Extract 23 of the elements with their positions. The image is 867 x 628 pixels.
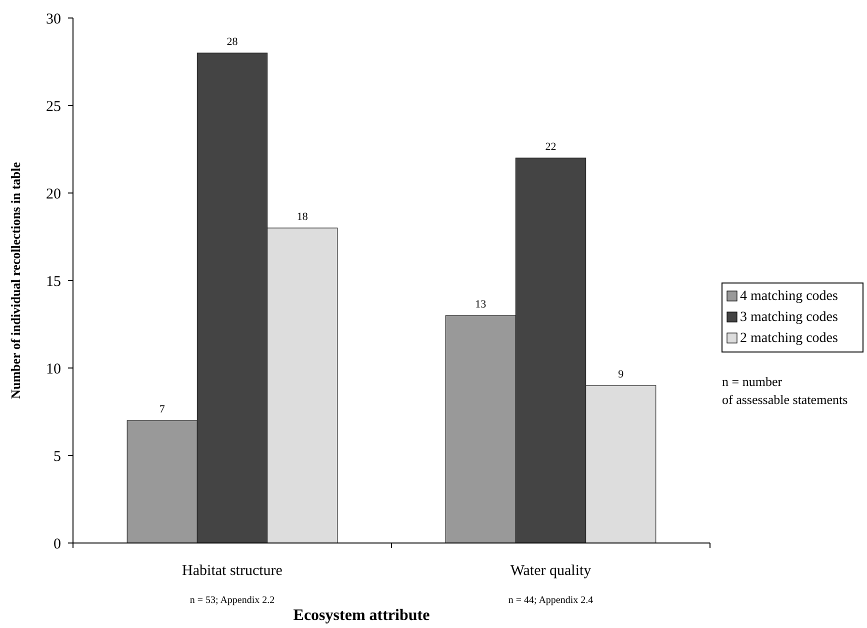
data-label: 13 <box>475 298 487 310</box>
x-tick-label: Habitat structure <box>182 563 283 579</box>
data-label: 18 <box>296 211 308 223</box>
y-tick-label: 0 <box>54 536 61 552</box>
data-label: 9 <box>618 368 624 380</box>
y-tick-label: 5 <box>54 448 61 465</box>
y-tick-label: 30 <box>46 11 61 28</box>
y-tick-label: 15 <box>46 274 61 290</box>
data-label: 7 <box>159 404 166 416</box>
y-tick-label: 20 <box>46 186 61 202</box>
y-tick-label: 10 <box>46 361 61 378</box>
text: n = 44; Appendix 2.4 <box>508 595 594 606</box>
data-label: 28 <box>226 36 238 48</box>
legend-label: 3 matching codes <box>740 310 838 325</box>
y-axis-title: Number of individual recollections in table <box>8 162 23 399</box>
legend-label: 2 matching codes <box>740 331 838 346</box>
legend-label: 4 matching codes <box>740 289 838 304</box>
text: n = 53; Appendix 2.2 <box>190 595 275 606</box>
text: n = number of assessable statements <box>722 374 848 407</box>
y-tick-label: 25 <box>46 98 61 115</box>
x-tick-label: Water quality <box>510 563 592 579</box>
x-axis-title: Ecosystem attribute <box>293 607 430 624</box>
data-label: 22 <box>545 141 556 153</box>
